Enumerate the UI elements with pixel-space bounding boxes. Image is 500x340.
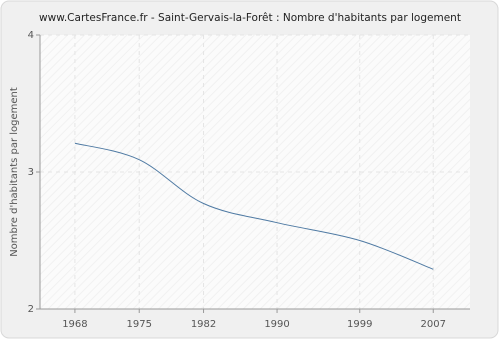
data-line bbox=[74, 142, 434, 270]
x-tick-label: 1968 bbox=[62, 319, 87, 330]
plot-area bbox=[40, 35, 470, 309]
y-tick-label: 3 bbox=[28, 167, 34, 178]
y-tick-label: 2 bbox=[28, 304, 34, 315]
x-tick-label: 1975 bbox=[127, 319, 152, 330]
chart-title: www.CartesFrance.fr - Saint-Gervais-la-F… bbox=[39, 12, 461, 24]
x-tick-label: 2007 bbox=[421, 319, 446, 330]
x-tick-label: 1982 bbox=[191, 319, 216, 330]
y-axis-label: Nombre d'habitants par logement bbox=[9, 87, 20, 257]
x-tick-label: 1990 bbox=[264, 319, 289, 330]
y-tick-label: 4 bbox=[28, 30, 34, 41]
x-tick-label: 1999 bbox=[347, 319, 372, 330]
